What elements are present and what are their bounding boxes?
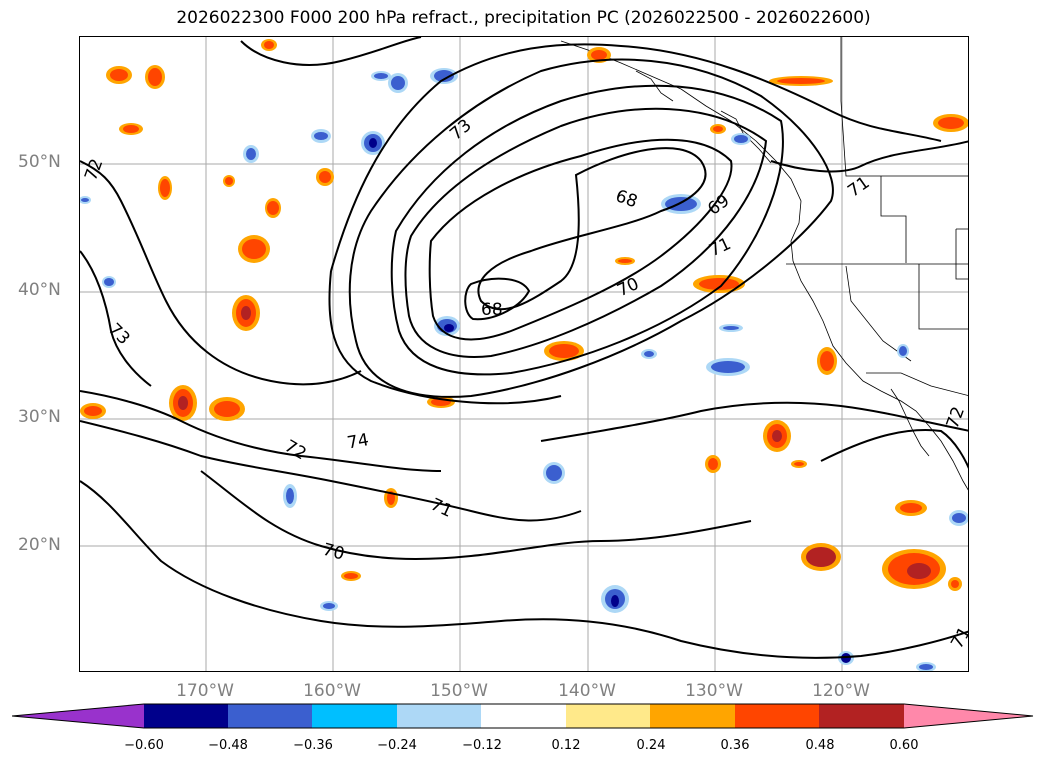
colorbar-bin — [819, 704, 905, 728]
colorbar-bin — [735, 704, 820, 728]
contour-label: 73 — [446, 115, 475, 144]
contour-70-south — [200, 470, 752, 560]
contour-label: 72 — [943, 404, 969, 431]
contour-68-north — [477, 147, 707, 311]
contour-label: 72 — [281, 436, 310, 464]
lon-label-160w: 160°W — [303, 681, 361, 701]
contour-label: 71 — [427, 495, 455, 522]
lat-label-50n: 50°N — [18, 152, 61, 172]
contour-label: 71 — [706, 234, 734, 261]
contour-label: 70 — [320, 540, 346, 565]
contour-72-north — [240, 37, 422, 66]
contour-label: 68 — [481, 300, 503, 320]
precip-positive — [80, 39, 968, 591]
colorbar-tick: −0.12 — [462, 738, 502, 753]
colorbar-bin — [312, 704, 398, 728]
precip-negative — [80, 68, 968, 671]
lon-label-170w: 170°W — [176, 681, 234, 701]
lon-label-130w: 130°W — [685, 681, 743, 701]
contour-68-south — [464, 277, 531, 321]
coastlines — [560, 37, 968, 491]
map-panel: 72 73 73 68 69 71 71 68 70 74 72 71 70 7… — [79, 36, 969, 672]
contour-73 — [328, 43, 942, 405]
colorbar-tick: −0.60 — [124, 738, 164, 753]
colorbar-tick: −0.36 — [293, 738, 333, 753]
colorbar-outline — [12, 703, 1034, 729]
colorbar-tick: −0.24 — [377, 738, 417, 753]
refractivity-contours — [80, 37, 968, 659]
contour-71-south — [80, 420, 582, 522]
lat-label-40n: 40°N — [18, 280, 61, 300]
colorbar-extend-min — [12, 704, 144, 728]
lat-label-20n: 20°N — [18, 535, 61, 555]
contour-label: 72 — [81, 156, 107, 183]
contour-label: 71 — [947, 624, 969, 653]
contour-label: 69 — [704, 191, 733, 220]
colorbar-bin — [481, 704, 567, 728]
contour-72-east — [540, 401, 968, 442]
contour-72-se — [820, 429, 968, 469]
colorbar-extend-max — [904, 704, 1033, 728]
colorbar-tick: 0.48 — [805, 738, 835, 753]
contour-69 — [428, 138, 733, 341]
contour-label: 70 — [614, 274, 642, 301]
colorbar-bin — [397, 704, 482, 728]
contour-72 — [348, 58, 834, 398]
contour-72-south — [80, 390, 442, 472]
contour-label: 73 — [104, 320, 133, 349]
colorbar-tick: −0.48 — [208, 738, 248, 753]
lon-label-120w: 120°W — [812, 681, 870, 701]
colorbar-tick: 0.24 — [636, 738, 666, 753]
contour-label: 74 — [346, 430, 371, 453]
contour-73-west — [80, 160, 362, 386]
contour-69-south — [80, 480, 968, 659]
lat-label-30n: 30°N — [18, 407, 61, 427]
contour-73-west2 — [80, 250, 152, 387]
colorbar-bin — [650, 704, 736, 728]
map-canvas: 72 73 73 68 69 71 71 68 70 74 72 71 70 7… — [80, 37, 969, 671]
colorbar-tick: 0.60 — [889, 738, 919, 753]
colorbar-tick: 0.36 — [720, 738, 750, 753]
colorbar-bin — [144, 704, 229, 728]
colorbar — [12, 703, 1034, 729]
contour-71 — [390, 84, 784, 376]
lon-label-150w: 150°W — [430, 681, 488, 701]
contour-70 — [404, 107, 768, 358]
contour-label: 68 — [613, 186, 640, 212]
colorbar-tick: 0.12 — [551, 738, 581, 753]
contour-71-east — [770, 140, 968, 173]
colorbar-bin — [228, 704, 313, 728]
colorbar-bin — [566, 704, 651, 728]
lon-label-140w: 140°W — [558, 681, 616, 701]
map-title: 2026022300 F000 200 hPa refract., precip… — [176, 8, 871, 28]
contour-label: 71 — [844, 173, 873, 202]
